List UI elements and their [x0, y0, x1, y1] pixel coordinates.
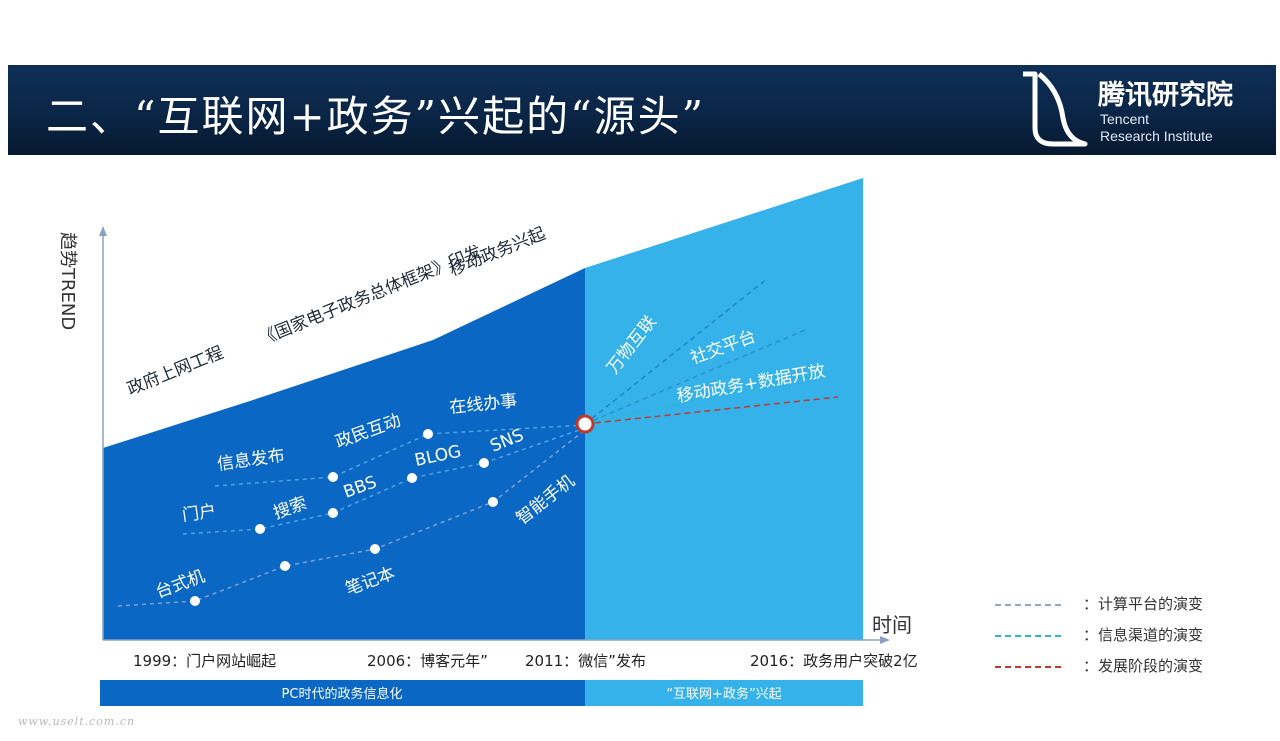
label-portal: 门户 — [181, 501, 217, 526]
node-dot — [280, 561, 290, 571]
logo-name-cn: 腾讯研究院 — [1098, 80, 1233, 111]
y-axis-arrow — [99, 226, 107, 236]
legend-label: ：发展阶段的演变 — [1083, 657, 1204, 675]
timeline: 1999：门户网站崛起 2006：博客元年” 2011：微信”发布 2016：政… — [133, 652, 918, 670]
legend-swatch — [995, 604, 1061, 606]
trend-line-stage — [584, 396, 839, 425]
channel-line-portal — [182, 427, 586, 535]
node-dot — [328, 508, 338, 518]
page-title: 二、“互联网+政务”兴起的“源头” — [46, 92, 706, 141]
timeline-2016: 2016：政务用户突破2亿 — [750, 652, 918, 670]
node-dot — [423, 429, 433, 439]
pc-era-label: PC时代的政务信息化 — [282, 686, 403, 702]
legend-swatch — [995, 635, 1061, 637]
legend-swatch — [995, 666, 1061, 668]
mobile-era-bar — [585, 680, 863, 706]
trend-line-social — [584, 329, 806, 425]
mobile-era-area — [585, 178, 863, 640]
timeline-2011: 2011：微信”发布 — [525, 652, 646, 670]
legend-label: ：计算平台的演变 — [1083, 595, 1204, 613]
tencent-logo-icon — [1023, 71, 1088, 147]
node-dot — [479, 458, 489, 468]
header-banner: 二、“互联网+政务”兴起的“源头” 腾讯研究院 Tencent Research… — [8, 65, 1276, 155]
node-dot — [407, 473, 417, 483]
x-axis-arrow — [880, 636, 890, 644]
node-dot — [190, 596, 200, 606]
pc-era-bar — [100, 680, 585, 706]
channel-line-info — [214, 424, 586, 487]
trend-line-iot — [584, 277, 769, 425]
logo-en-line1: Tencent — [1100, 111, 1150, 127]
node-dot — [370, 544, 380, 554]
convergence-node — [575, 414, 595, 434]
node-dot — [488, 497, 498, 507]
timeline-1999: 1999：门户网站崛起 — [133, 652, 276, 670]
logo-en-line2: Research Institute — [1100, 128, 1213, 144]
node-dot — [255, 524, 265, 534]
legend-label: ：信息渠道的演变 — [1083, 626, 1204, 644]
timeline-2006: 2006：博客元年” — [367, 652, 488, 670]
mobile-era-label: “互联网+政务”兴起 — [666, 686, 781, 702]
x-axis-label: 时间 — [872, 613, 912, 637]
computing-platform-line — [117, 429, 586, 607]
pc-era-area — [103, 268, 585, 640]
y-axis-label: 趋势TREND — [57, 232, 78, 330]
stage-label-gov-online: 政府上网工程 — [124, 343, 226, 400]
logo-name-en: Tencent Research Institute — [1100, 111, 1213, 145]
trend-line-opendata — [584, 371, 831, 425]
watermark: www.uselt.com.cn — [18, 715, 136, 728]
node-dots — [190, 429, 498, 606]
node-dot — [328, 472, 338, 482]
